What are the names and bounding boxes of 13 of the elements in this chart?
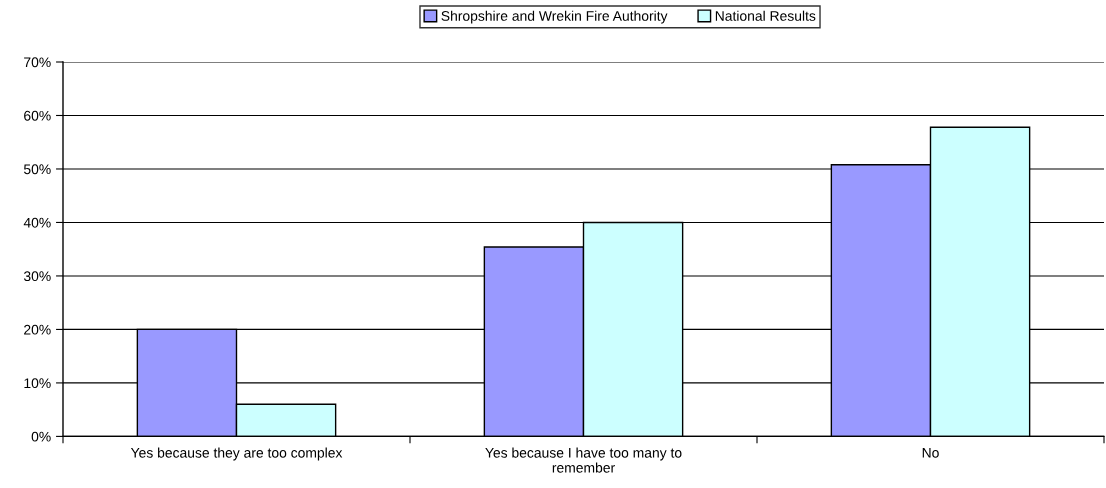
y-tick-label: 70% xyxy=(24,57,51,68)
y-tick-label: 30% xyxy=(23,271,51,282)
x-tick-label: Yes because they are too complex xyxy=(130,447,343,461)
legend-label: National Results xyxy=(715,10,816,21)
y-tick-label: 20% xyxy=(24,324,51,335)
x-tick-label: No xyxy=(922,448,939,458)
legend-label: Shropshire and Wrekin Fire Authority xyxy=(441,10,668,24)
y-tick-label: 40% xyxy=(23,217,51,228)
y-tick-label: 0% xyxy=(31,431,51,442)
y-tick-label: 50% xyxy=(23,164,51,175)
y-tick-label: 10% xyxy=(24,378,51,389)
y-tick-label: 60% xyxy=(24,110,51,121)
x-tick-label: Yes because I have too many to remember xyxy=(485,447,682,473)
